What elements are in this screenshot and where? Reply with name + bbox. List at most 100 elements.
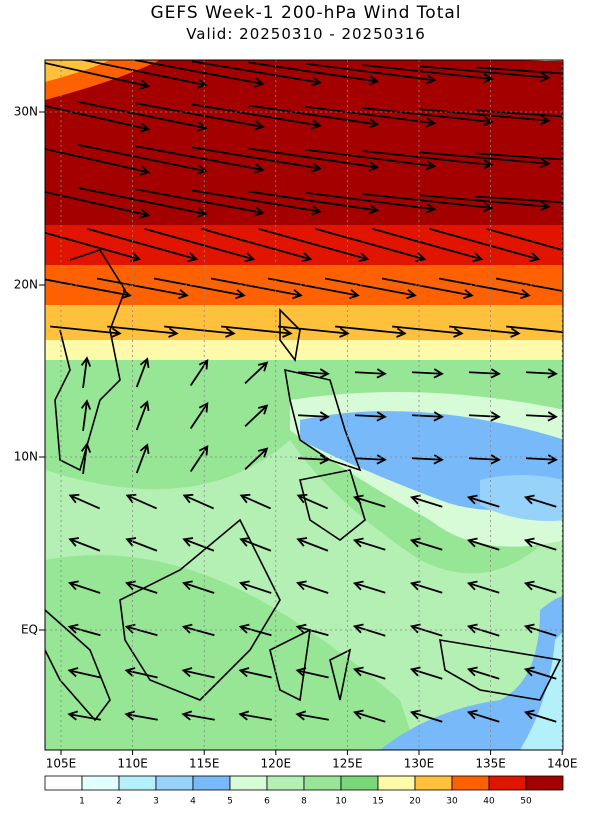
colorbar-label: 30 bbox=[446, 797, 458, 807]
wind-vector bbox=[466, 494, 500, 508]
colorbar-box bbox=[192, 775, 231, 791]
wind-vector bbox=[79, 60, 208, 89]
wind-vector bbox=[239, 580, 272, 594]
wind-vector bbox=[124, 667, 158, 679]
wind-vector bbox=[182, 493, 215, 510]
wind-vector bbox=[295, 667, 329, 679]
wind-vector bbox=[352, 494, 386, 508]
wind-vector bbox=[352, 623, 386, 637]
coastline bbox=[279, 308, 362, 472]
wind-vector bbox=[68, 537, 101, 552]
wind-vector bbox=[221, 325, 293, 338]
colorbar-label: 8 bbox=[301, 797, 307, 807]
colorbar-label: 4 bbox=[190, 797, 196, 807]
wind-vector bbox=[324, 277, 417, 300]
wind-vector bbox=[134, 188, 265, 217]
wind-vector bbox=[267, 277, 360, 300]
wind-vector bbox=[466, 537, 500, 551]
wind-vector bbox=[67, 623, 101, 637]
wind-vector bbox=[244, 447, 269, 470]
lat-label: 20N bbox=[14, 278, 38, 292]
colorbar-label: 10 bbox=[335, 797, 347, 807]
wind-vector bbox=[381, 277, 474, 300]
colorbar-box bbox=[118, 775, 157, 791]
wind-vector bbox=[419, 151, 551, 169]
wind-vector bbox=[239, 537, 272, 552]
lon-label: 115E bbox=[189, 757, 220, 771]
wind-vector bbox=[523, 623, 557, 637]
colorbar-label: 15 bbox=[372, 797, 383, 807]
lon-label: 105E bbox=[46, 757, 77, 771]
wind-vector bbox=[362, 193, 494, 213]
colorbar-label: 20 bbox=[409, 797, 421, 807]
wind-vector bbox=[523, 666, 557, 680]
wind-vector bbox=[135, 400, 150, 431]
wind-vector bbox=[352, 709, 386, 723]
shade-patch bbox=[380, 596, 563, 750]
colorbar-box bbox=[155, 775, 194, 791]
wind-vector bbox=[80, 356, 92, 388]
coastline bbox=[299, 469, 366, 541]
axes: 30N 20N 10N EQ 105E 110E 115E 120E 125E 130E 135E 1… bbox=[14, 105, 578, 771]
wind-vector bbox=[296, 493, 329, 510]
title: GEFS Week-1 200-hPa Wind Total bbox=[150, 3, 461, 23]
colorbar-label: 1 bbox=[79, 797, 85, 807]
colorbar-label: 6 bbox=[264, 797, 270, 807]
wind-vector bbox=[296, 580, 329, 594]
wind-vector bbox=[45, 148, 151, 176]
wind-vector bbox=[125, 493, 158, 510]
wind-vector bbox=[45, 105, 151, 133]
wind-vector bbox=[295, 623, 329, 637]
wind-vector bbox=[476, 66, 563, 75]
colorbar-label: 40 bbox=[483, 797, 495, 807]
wind-vector bbox=[372, 227, 484, 263]
wind-vector bbox=[352, 580, 386, 594]
wind-vector bbox=[68, 493, 101, 510]
wind-vector bbox=[96, 277, 189, 300]
wind-vector bbox=[523, 494, 557, 508]
wind-vector bbox=[182, 537, 215, 552]
wind-vector bbox=[181, 623, 215, 637]
wind-vector bbox=[134, 60, 265, 88]
lat-label: 30N bbox=[14, 105, 38, 119]
wind-vector bbox=[248, 147, 380, 172]
wind-vector bbox=[78, 101, 208, 132]
colorbar-box bbox=[44, 775, 83, 791]
coastline bbox=[45, 609, 111, 722]
wind-vector bbox=[315, 227, 427, 263]
wind-vector bbox=[248, 190, 380, 215]
wind-vector bbox=[409, 709, 443, 723]
wind-vector bbox=[409, 494, 443, 508]
wind-vector bbox=[153, 277, 246, 300]
wind-vector bbox=[438, 277, 531, 300]
wind-vector bbox=[335, 325, 407, 338]
shade-patch bbox=[45, 555, 417, 750]
wind-vector bbox=[278, 325, 350, 338]
wind-vector bbox=[466, 709, 500, 723]
coastline bbox=[439, 639, 562, 701]
wind-vector bbox=[191, 103, 322, 130]
wind-vector bbox=[468, 368, 501, 379]
colorbar-box bbox=[377, 775, 416, 791]
wind-vector bbox=[305, 105, 437, 128]
shade-patch bbox=[480, 475, 563, 522]
wind-vector bbox=[244, 404, 269, 427]
wind-vector bbox=[362, 107, 494, 127]
colorbar-label: 5 bbox=[227, 797, 233, 807]
wind-vector bbox=[411, 368, 444, 379]
wind-vector bbox=[107, 325, 179, 338]
wind-vector bbox=[466, 580, 500, 594]
wind-vector bbox=[476, 109, 563, 118]
wind-vector bbox=[362, 64, 494, 84]
colorbar-box bbox=[525, 775, 564, 791]
colorbar-box bbox=[414, 775, 453, 791]
wind-vector bbox=[392, 325, 464, 338]
colorbar-box bbox=[81, 775, 120, 791]
wind-vector bbox=[525, 411, 558, 422]
wind-vector bbox=[45, 231, 142, 263]
wind-vector bbox=[238, 667, 272, 679]
wind-vector bbox=[238, 623, 272, 637]
wind-vector bbox=[354, 368, 387, 379]
colorbar-box bbox=[303, 775, 342, 791]
